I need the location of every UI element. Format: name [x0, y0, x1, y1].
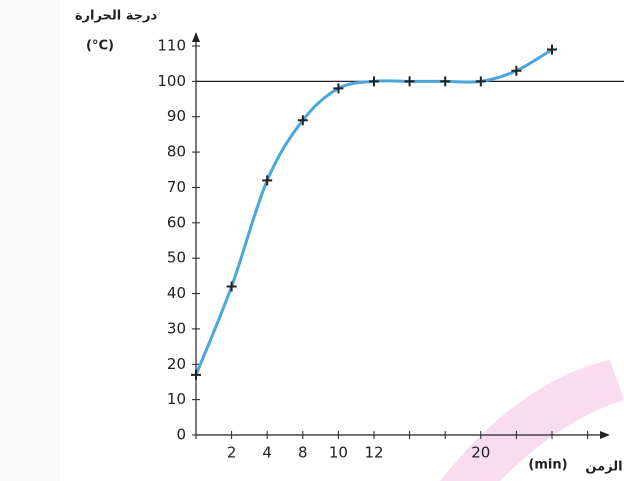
point-marker — [226, 281, 237, 292]
y-unit: (°C) — [86, 39, 114, 54]
y-tick-label: 80 — [167, 143, 186, 161]
y-arrow — [192, 32, 200, 42]
series-line — [194, 48, 553, 376]
y-tick-label: 100 — [157, 72, 186, 90]
x-arrow — [600, 431, 610, 439]
y-tick-label: 20 — [167, 355, 186, 373]
point-marker — [547, 44, 557, 55]
point-marker — [191, 369, 201, 380]
y-label: درجة الحرارة — [75, 9, 158, 24]
y-tick-label: 60 — [167, 213, 186, 231]
point-marker — [511, 65, 522, 76]
x-label: الزمن — [585, 460, 622, 475]
y-tick-label: 0 — [176, 426, 186, 444]
x-unit: (min) — [528, 458, 567, 473]
point-marker — [404, 76, 415, 87]
point-marker — [369, 76, 379, 87]
y-tick-label: 10 — [167, 390, 186, 408]
y-tick-label: 70 — [167, 178, 186, 196]
point-marker — [333, 83, 344, 94]
y-tick-label: 90 — [167, 107, 186, 125]
point-marker — [475, 76, 486, 87]
y-tick-label: 30 — [167, 319, 186, 337]
x-tick-label: 4 — [262, 444, 272, 462]
x-tick-label: 10 — [329, 444, 348, 462]
x-tick-label: 2 — [227, 444, 237, 462]
y-tick-label: 40 — [167, 284, 186, 302]
point-marker — [297, 115, 308, 126]
y-tick-label: 50 — [167, 249, 186, 267]
point-marker — [262, 175, 273, 186]
point-marker — [440, 76, 451, 87]
x-tick-label: 20 — [471, 444, 490, 462]
y-tick-label: 110 — [157, 37, 186, 55]
x-tick-label: 12 — [364, 444, 383, 462]
x-tick-label: 8 — [298, 444, 308, 462]
